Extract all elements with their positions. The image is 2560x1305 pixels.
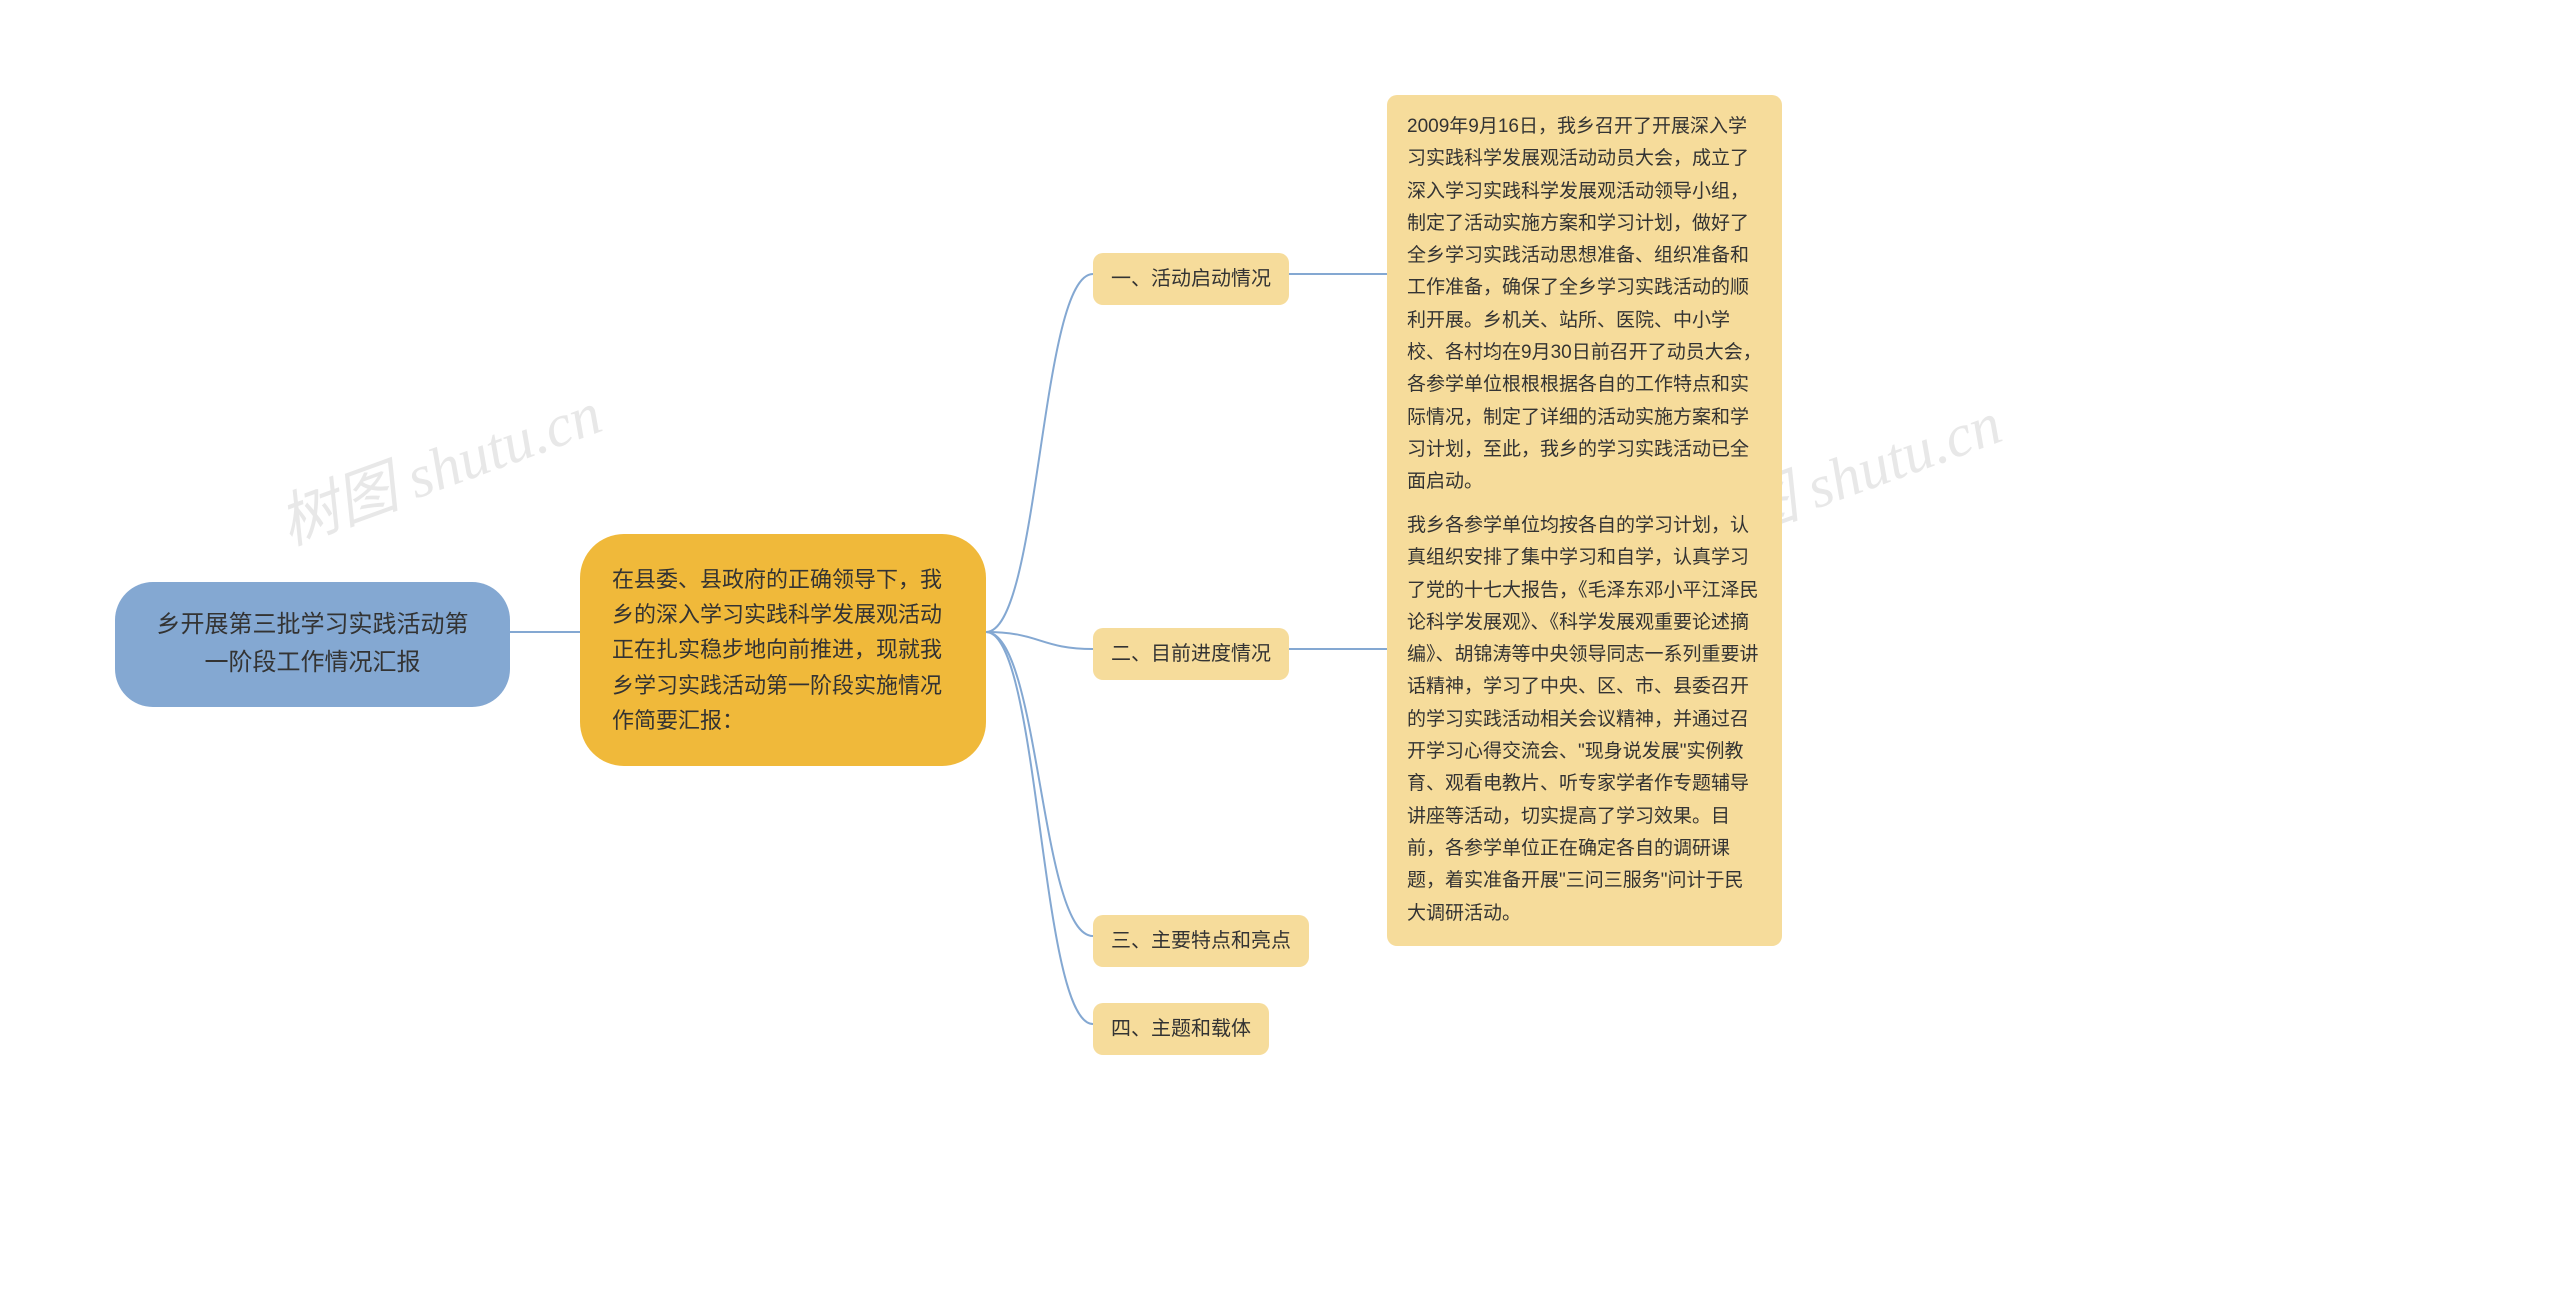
mindmap-node-section1[interactable]: 一、活动启动情况 — [1093, 253, 1289, 305]
mindmap-root[interactable]: 乡开展第三批学习实践活动第一阶段工作情况汇报 — [115, 582, 510, 707]
mindmap-level1[interactable]: 在县委、县政府的正确领导下，我乡的深入学习实践科学发展观活动正在扎实稳步地向前推… — [580, 534, 986, 766]
mindmap-node-section4[interactable]: 四、主题和载体 — [1093, 1003, 1269, 1055]
mindmap-detail-section2[interactable]: 我乡各参学单位均按各自的学习计划，认真组织安排了集中学习和自学，认真学习了党的十… — [1387, 494, 1782, 946]
mindmap-node-section2[interactable]: 二、目前进度情况 — [1093, 628, 1289, 680]
mindmap-node-section3[interactable]: 三、主要特点和亮点 — [1093, 915, 1309, 967]
mindmap-detail-section1[interactable]: 2009年9月16日，我乡召开了开展深入学习实践科学发展观活动动员大会，成立了深… — [1387, 95, 1782, 515]
watermark: 树图 shutu.cn — [265, 365, 611, 562]
